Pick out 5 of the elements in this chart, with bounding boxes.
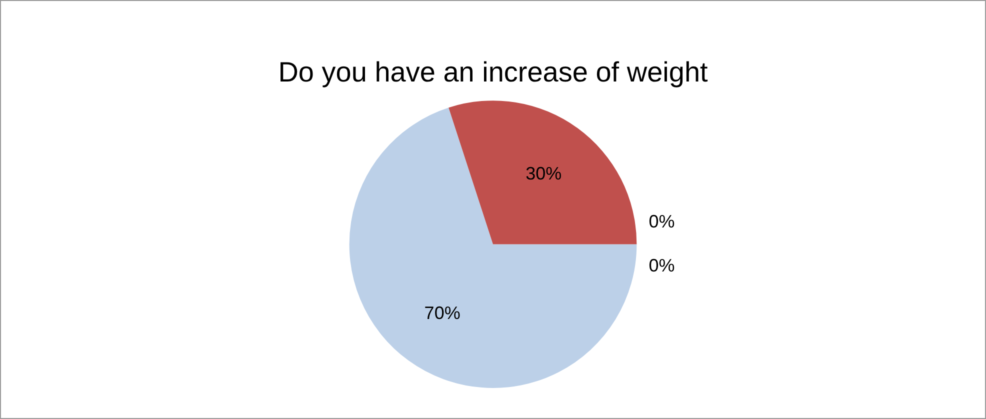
data-label: 30% bbox=[526, 164, 562, 184]
text: 0% bbox=[648, 255, 675, 276]
chart-title: Do you have an increase of weight bbox=[278, 56, 708, 88]
data-label: 70% bbox=[424, 303, 460, 324]
text: 0% bbox=[648, 211, 675, 232]
